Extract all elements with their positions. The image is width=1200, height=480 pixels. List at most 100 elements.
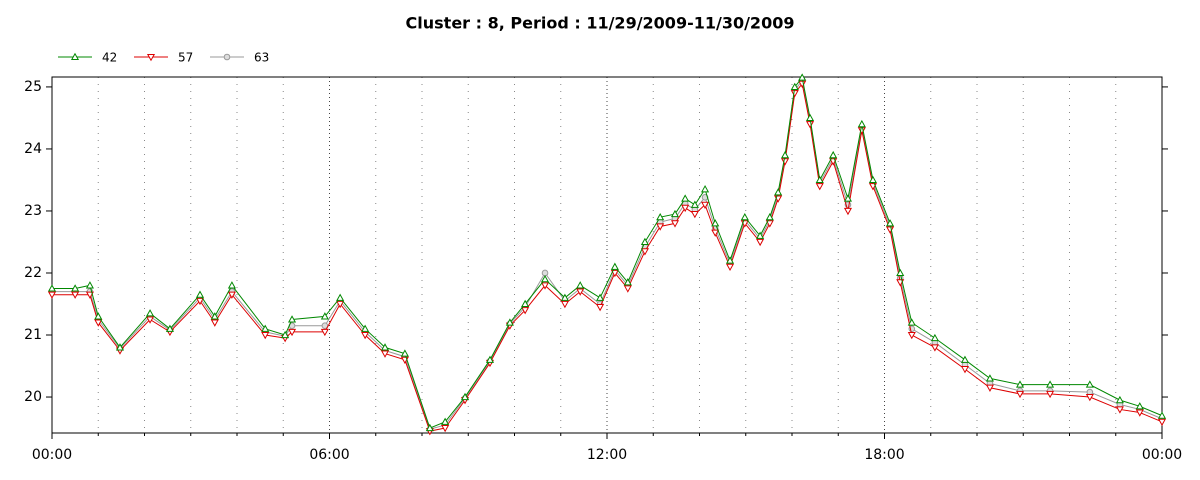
- point: [1135, 402, 1144, 410]
- point: [774, 188, 783, 196]
- point: [94, 312, 103, 320]
- series: [48, 77, 1166, 433]
- point: [281, 330, 290, 339]
- point: [670, 209, 680, 218]
- point: [790, 90, 799, 98]
- y-tick-label: 20: [24, 389, 42, 405]
- series-line: [52, 76, 1163, 429]
- point: [857, 127, 866, 135]
- point: [1135, 409, 1144, 417]
- point: [985, 374, 994, 382]
- point: [740, 212, 749, 221]
- point: [690, 211, 699, 219]
- point: [907, 318, 916, 326]
- point: [336, 293, 345, 301]
- legend-label: 63: [254, 51, 269, 65]
- point: [781, 158, 790, 166]
- point: [47, 284, 57, 292]
- point: [711, 219, 720, 227]
- y-tick-label: 25: [24, 79, 42, 95]
- point: [425, 423, 434, 432]
- point: [485, 355, 495, 363]
- point: [47, 291, 57, 299]
- point: [94, 319, 103, 327]
- point: [781, 150, 790, 159]
- point: [223, 53, 231, 61]
- point: [765, 212, 774, 221]
- point: [886, 219, 895, 227]
- point: [640, 248, 649, 256]
- point: [930, 344, 939, 352]
- point: [610, 269, 619, 278]
- point: [287, 328, 297, 337]
- point: [930, 333, 939, 342]
- y-tick-label: 21: [24, 327, 42, 343]
- point: [907, 331, 916, 340]
- point: [521, 299, 530, 308]
- point: [670, 220, 680, 228]
- point: [1085, 380, 1094, 388]
- point: [576, 281, 585, 289]
- point: [798, 73, 807, 81]
- y-tick-label: 22: [24, 265, 42, 281]
- point: [115, 343, 125, 351]
- point: [85, 291, 94, 299]
- point: [1046, 390, 1055, 399]
- point: [690, 200, 699, 208]
- point: [756, 231, 765, 239]
- point: [505, 318, 514, 326]
- point: [1157, 411, 1167, 419]
- point: [815, 183, 824, 191]
- point: [1115, 395, 1124, 404]
- point: [560, 300, 569, 309]
- point: [815, 175, 824, 184]
- point: [765, 220, 774, 228]
- point: [540, 274, 550, 283]
- point: [540, 282, 550, 290]
- legend-label: 57: [178, 51, 193, 65]
- point: [287, 315, 297, 323]
- point: [71, 291, 80, 299]
- point: [71, 284, 80, 292]
- x-tick-label: 00:00: [32, 447, 72, 463]
- point: [1046, 380, 1055, 388]
- point: [843, 207, 853, 216]
- point: [896, 268, 905, 277]
- point: [756, 238, 765, 247]
- point: [805, 121, 815, 129]
- point: [320, 328, 329, 337]
- point: [261, 324, 270, 332]
- point: [541, 269, 549, 277]
- point: [857, 119, 866, 128]
- point: [380, 343, 390, 351]
- point: [701, 201, 710, 209]
- point: [195, 297, 205, 306]
- point: [146, 53, 156, 62]
- point: [165, 324, 174, 332]
- point: [210, 312, 219, 320]
- point: [441, 417, 450, 425]
- point: [829, 150, 838, 159]
- point: [560, 293, 569, 301]
- point: [1015, 380, 1025, 388]
- point: [460, 392, 470, 401]
- x-tick-label: 06:00: [309, 447, 349, 463]
- point: [441, 424, 450, 433]
- point: [227, 291, 236, 299]
- point: [960, 366, 970, 374]
- x-tick-label: 12:00: [587, 447, 627, 463]
- point: [400, 349, 409, 357]
- point: [85, 281, 94, 289]
- point: [623, 278, 632, 286]
- y-tick-label: 24: [24, 141, 42, 157]
- point: [210, 319, 219, 327]
- point: [1015, 390, 1025, 399]
- point: [656, 212, 665, 221]
- point: [146, 309, 155, 317]
- point: [701, 185, 710, 193]
- point: [681, 194, 690, 202]
- point: [725, 256, 735, 264]
- point: [1115, 406, 1124, 414]
- point: [843, 194, 853, 202]
